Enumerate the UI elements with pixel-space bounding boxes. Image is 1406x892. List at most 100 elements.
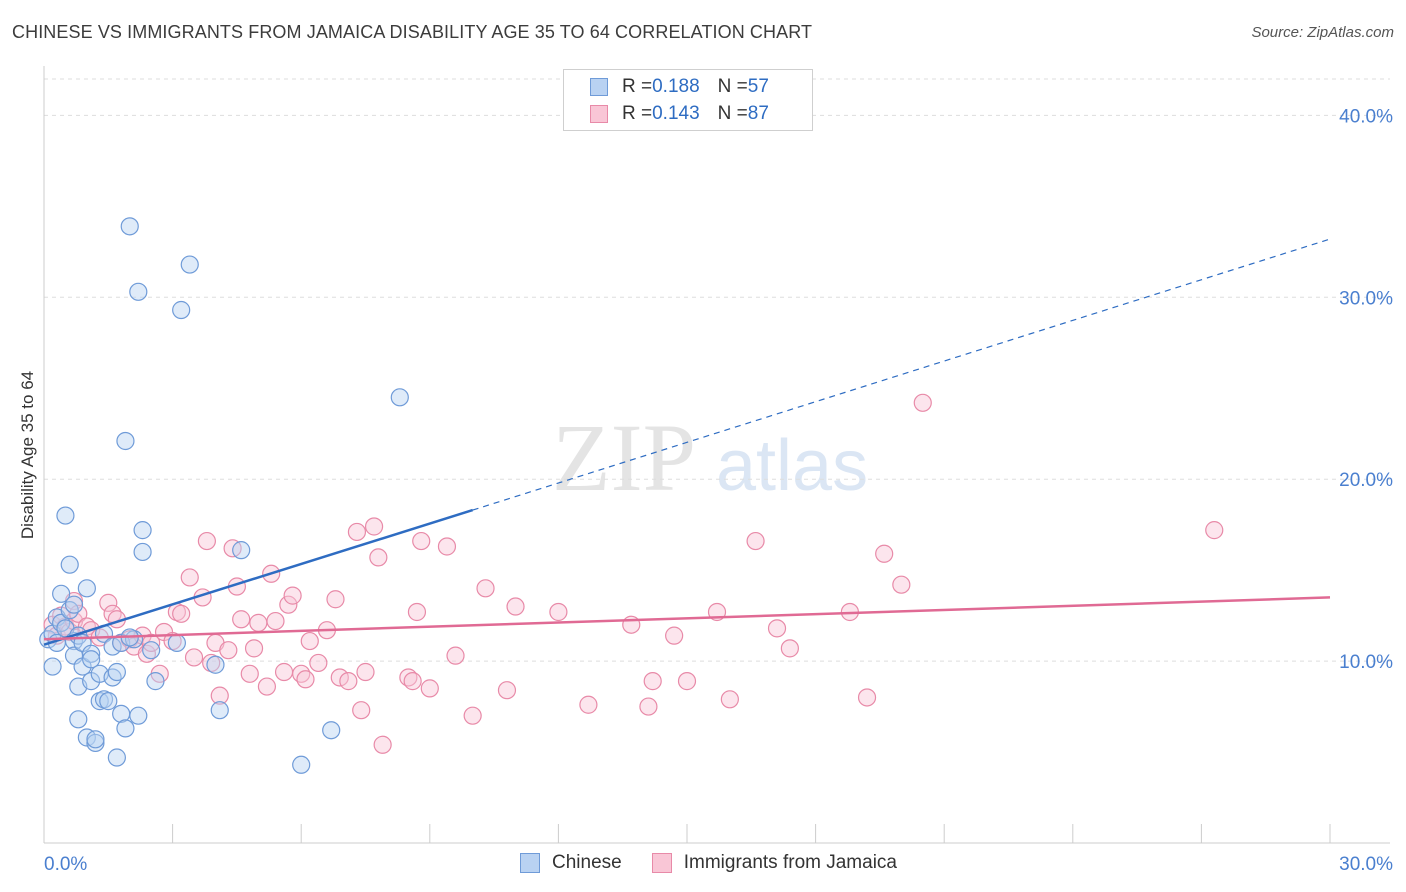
point-chinese <box>120 217 139 236</box>
grid-lines <box>44 78 1390 662</box>
bottom-legend-label-jamaica: Immigrants from Jamaica <box>683 852 897 873</box>
point-chinese <box>129 706 148 725</box>
point-chinese <box>52 584 71 603</box>
point-jamaica <box>746 531 765 551</box>
point-jamaica <box>274 662 294 682</box>
point-jamaica <box>326 590 345 609</box>
point-chinese <box>107 662 126 682</box>
point-jamaica <box>446 646 465 665</box>
legend: R = 0.188 N = 57 R = 0.143 N = 87 <box>563 69 813 131</box>
point-chinese <box>292 755 311 774</box>
source-label: Source: ZipAtlas.com <box>1251 24 1394 41</box>
tick-labels: 10.0% 20.0% 30.0% 40.0% 0.0% 30.0% <box>44 106 1393 875</box>
legend-swatch-jamaica <box>590 105 608 123</box>
point-jamaica <box>232 610 251 629</box>
bottom-legend-jamaica: Immigrants from Jamaica <box>651 852 897 874</box>
bottom-legend-swatch-chinese <box>520 853 540 873</box>
legend-r-label: R = <box>622 76 653 97</box>
point-jamaica <box>476 579 495 598</box>
point-jamaica <box>257 677 277 696</box>
point-chinese <box>129 282 148 301</box>
point-jamaica <box>244 639 264 658</box>
point-jamaica <box>1205 521 1224 540</box>
point-jamaica <box>767 619 787 638</box>
point-jamaica <box>463 706 482 725</box>
point-jamaica <box>364 517 384 536</box>
legend-n-value: 57 <box>747 76 769 97</box>
point-chinese <box>77 579 96 598</box>
trend-line-chinese-dashed <box>472 238 1331 511</box>
legend-n-label: N = <box>717 103 748 124</box>
point-chinese <box>60 555 79 574</box>
point-chinese <box>56 506 75 525</box>
y-tick-label: 10.0% <box>1339 652 1393 673</box>
point-jamaica <box>339 672 358 691</box>
point-jamaica <box>296 670 315 689</box>
x-tick-label-min: 0.0% <box>44 854 87 875</box>
point-jamaica <box>420 679 439 698</box>
point-chinese <box>232 541 251 560</box>
point-chinese <box>116 719 135 738</box>
point-jamaica <box>720 690 739 709</box>
point-jamaica <box>665 626 684 645</box>
point-jamaica <box>356 662 375 682</box>
point-jamaica <box>240 664 259 683</box>
watermark-zip: ZIP <box>552 404 696 511</box>
point-jamaica <box>172 604 191 623</box>
legend-swatch-chinese <box>590 78 608 96</box>
point-jamaica <box>892 575 911 594</box>
point-chinese <box>390 388 409 407</box>
point-chinese <box>107 748 126 767</box>
point-chinese <box>322 721 341 740</box>
point-chinese <box>180 255 199 274</box>
point-chinese <box>69 710 88 729</box>
point-jamaica <box>352 701 371 720</box>
bottom-legend-swatch-jamaica <box>651 853 672 873</box>
point-jamaica <box>300 631 319 651</box>
y-tick-label: 30.0% <box>1339 288 1393 309</box>
point-jamaica <box>373 735 392 754</box>
point-jamaica <box>197 531 216 551</box>
point-jamaica <box>407 602 427 622</box>
legend-r-value: 0.188 <box>652 76 700 97</box>
point-chinese <box>142 641 161 660</box>
y-tick-label: 20.0% <box>1339 470 1393 491</box>
point-chinese <box>210 701 229 720</box>
point-jamaica <box>913 393 932 412</box>
point-jamaica <box>677 672 697 691</box>
legend-r-label: R = <box>622 103 653 124</box>
point-jamaica <box>369 548 388 567</box>
point-chinese <box>133 521 152 540</box>
chart-title: CHINESE VS IMMIGRANTS FROM JAMAICA DISAB… <box>12 22 813 42</box>
point-jamaica <box>579 695 598 714</box>
point-chinese <box>86 730 105 749</box>
series-chinese-points <box>39 217 409 774</box>
point-chinese <box>99 692 118 711</box>
x-tick-label-max: 30.0% <box>1339 854 1393 875</box>
point-jamaica <box>549 602 568 622</box>
bottom-legend-label-chinese: Chinese <box>552 852 622 873</box>
point-jamaica <box>347 522 367 542</box>
point-jamaica <box>857 688 877 707</box>
point-chinese <box>172 300 191 320</box>
point-chinese <box>82 644 101 663</box>
y-tick-label: 40.0% <box>1339 106 1393 127</box>
trend-line-jamaica <box>43 596 1331 641</box>
point-jamaica <box>639 697 658 716</box>
watermark-atlas: atlas <box>716 426 868 506</box>
point-chinese <box>167 633 186 653</box>
point-jamaica <box>283 586 302 605</box>
legend-row-chinese: R = 0.188 N = 57 <box>590 76 769 98</box>
axes <box>43 66 1390 844</box>
point-jamaica <box>643 672 662 691</box>
point-jamaica <box>309 653 328 673</box>
bottom-legend: Chinese Immigrants from Jamaica <box>520 852 927 874</box>
point-chinese <box>82 650 101 669</box>
point-jamaica <box>780 639 799 658</box>
bottom-legend-chinese: Chinese <box>520 852 622 874</box>
point-jamaica <box>437 537 457 556</box>
legend-r-value: 0.143 <box>652 103 700 124</box>
point-jamaica <box>412 531 431 551</box>
point-jamaica <box>99 593 118 612</box>
